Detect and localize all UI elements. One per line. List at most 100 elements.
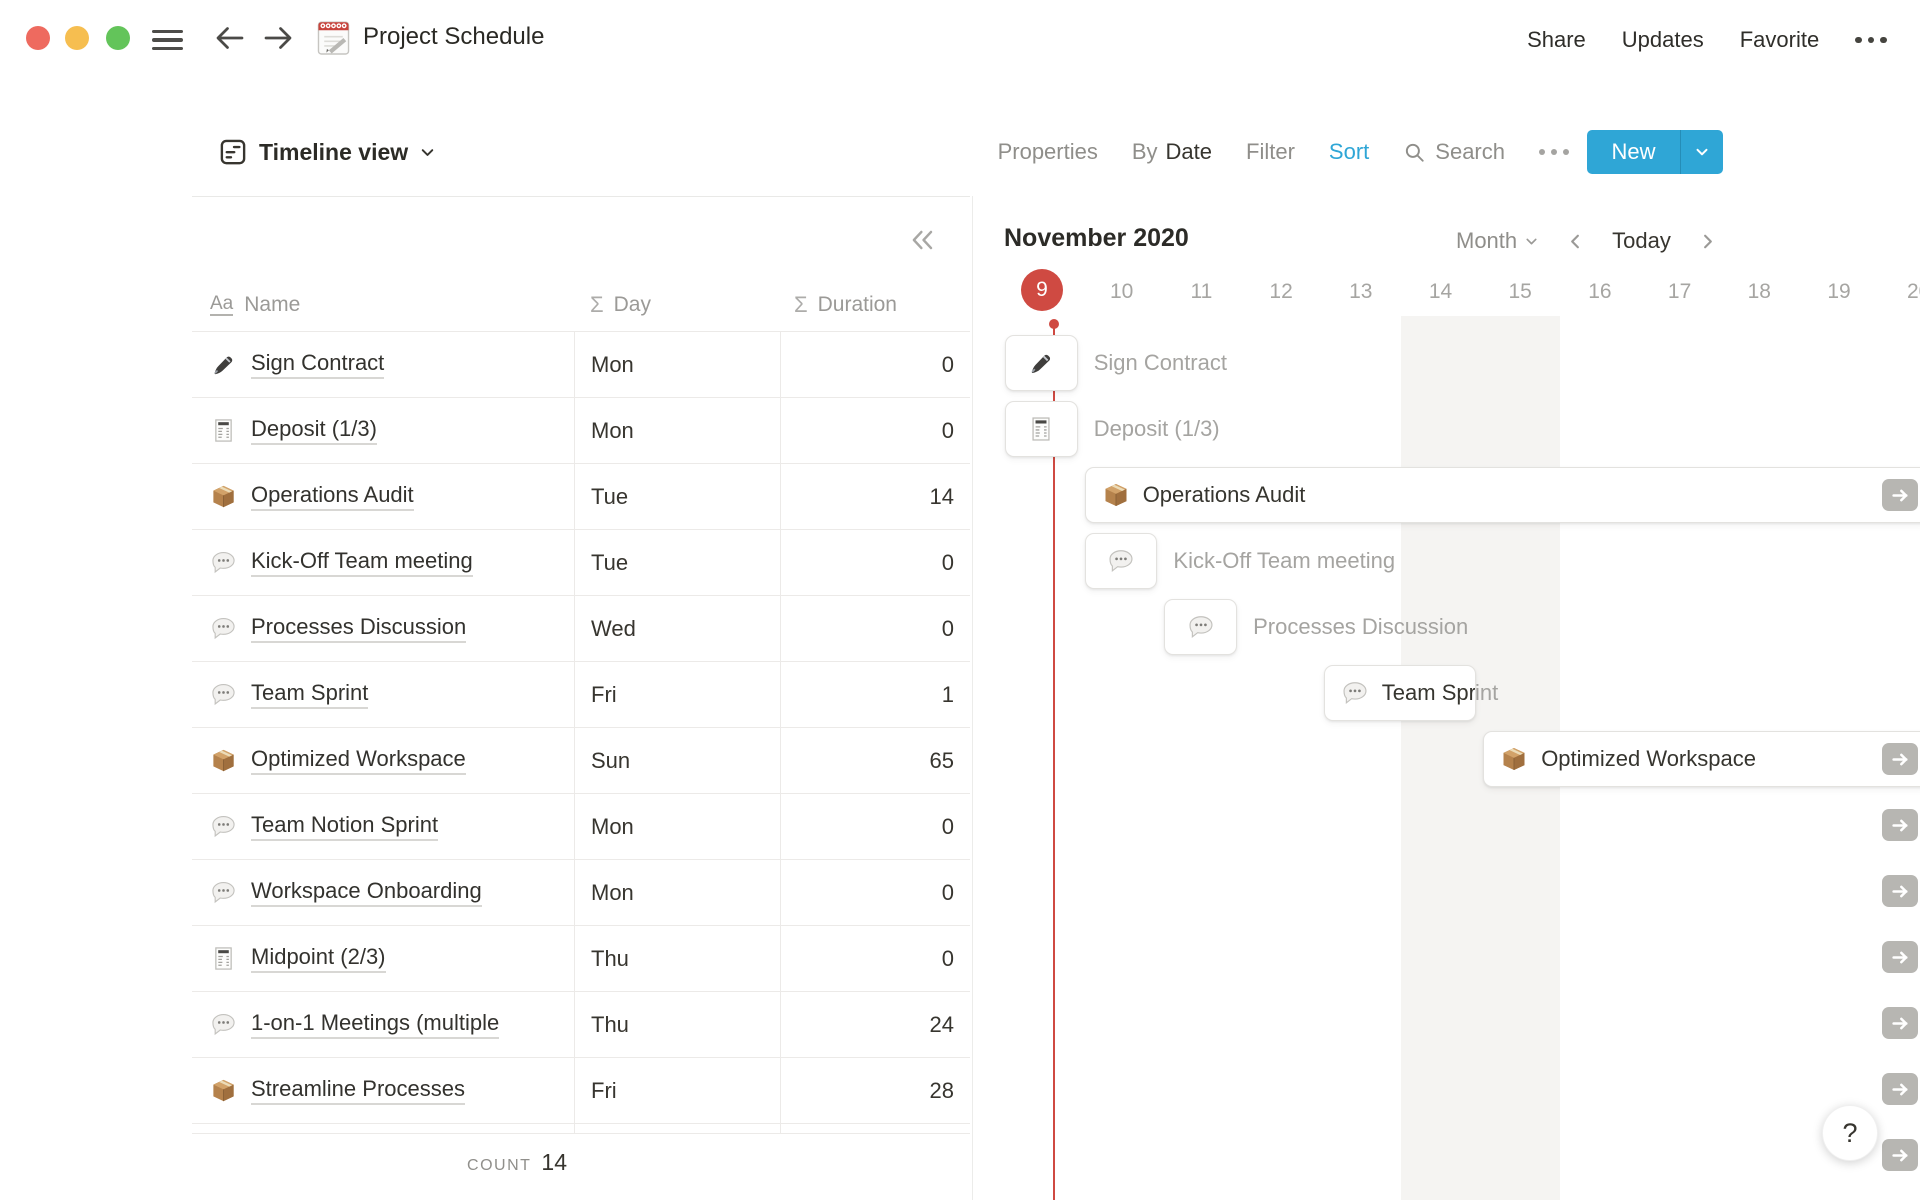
- cell-day[interactable]: Thu: [574, 992, 780, 1057]
- sidebar-menu-icon[interactable]: [152, 30, 183, 50]
- cell-duration[interactable]: 14: [780, 464, 970, 529]
- scroll-to-item-arrow-icon[interactable]: [1882, 1139, 1918, 1171]
- more-options-icon[interactable]: [1855, 23, 1887, 57]
- cell-name[interactable]: Team Notion Sprint: [192, 794, 574, 859]
- timeline-date: 16: [1588, 280, 1612, 303]
- table-row[interactable]: Processes Discussion Wed 0: [192, 596, 970, 662]
- filter-button[interactable]: Filter: [1246, 139, 1295, 164]
- cell-day[interactable]: Mon: [574, 398, 780, 463]
- column-header-day[interactable]: Σ Day: [590, 292, 651, 317]
- table-row[interactable]: Team Sprint Fri 1: [192, 662, 970, 728]
- traffic-minimize-button[interactable]: [65, 26, 89, 50]
- timeline-item-label: Optimized Workspace: [1541, 746, 1756, 771]
- today-line: [1053, 328, 1055, 1200]
- cell-duration[interactable]: 1: [780, 662, 970, 727]
- cell-name[interactable]: Workspace Onboarding: [192, 860, 574, 925]
- timeline-item[interactable]: Team Sprint: [1323, 665, 1477, 721]
- table-row[interactable]: Deposit (1/3) Mon 0: [192, 398, 970, 464]
- cell-day[interactable]: Wed: [574, 596, 780, 661]
- sort-button[interactable]: Sort: [1328, 139, 1370, 164]
- scroll-to-item-arrow-icon[interactable]: [1882, 809, 1918, 841]
- timeline-item[interactable]: Optimized Workspace: [1483, 731, 1920, 787]
- timeline-month-title: November 2020: [1004, 224, 1189, 252]
- new-button[interactable]: New: [1587, 130, 1723, 174]
- cell-day[interactable]: Sun: [574, 728, 780, 793]
- cell-day[interactable]: Thu: [574, 926, 780, 991]
- scroll-to-item-arrow-icon[interactable]: [1882, 1073, 1918, 1105]
- group-by-button[interactable]: By Date: [1131, 139, 1213, 164]
- scroll-to-item-arrow-icon[interactable]: [1882, 875, 1918, 907]
- traffic-zoom-button[interactable]: [106, 26, 130, 50]
- cell-name[interactable]: Kick-Off Team meeting: [192, 530, 574, 595]
- cell-name[interactable]: 1-on-1 Meetings (multiple: [192, 992, 574, 1057]
- scroll-to-item-arrow-icon[interactable]: [1882, 743, 1918, 775]
- cell-name[interactable]: Processes Discussion: [192, 596, 574, 661]
- share-button[interactable]: Share: [1527, 27, 1586, 52]
- cell-name[interactable]: Operations Audit: [192, 464, 574, 529]
- table-row[interactable]: Operations Audit Tue 14: [192, 464, 970, 530]
- cell-name[interactable]: Midpoint (2/3): [192, 926, 574, 991]
- table-row[interactable]: Optimized Workspace Sun 65: [192, 728, 970, 794]
- cell-duration[interactable]: 0: [780, 398, 970, 463]
- traffic-close-button[interactable]: [26, 26, 50, 50]
- cell-name[interactable]: Deposit (1/3): [192, 398, 574, 463]
- view-switcher[interactable]: Timeline view: [218, 130, 436, 174]
- cell-day[interactable]: Mon: [574, 794, 780, 859]
- timeline-date: 15: [1508, 280, 1532, 303]
- collapse-table-icon[interactable]: [908, 225, 938, 255]
- table-row[interactable]: Midpoint (2/3) Thu 0: [192, 926, 970, 992]
- search-icon: [1403, 141, 1426, 164]
- table-row[interactable]: Workspace Onboarding Mon 0: [192, 860, 970, 926]
- cell-name[interactable]: Optimized Workspace: [192, 728, 574, 793]
- today-button[interactable]: Today: [1612, 228, 1671, 253]
- scroll-to-item-arrow-icon[interactable]: [1882, 479, 1918, 511]
- cell-name[interactable]: Streamline Processes: [192, 1058, 574, 1123]
- search-button[interactable]: Search: [1403, 139, 1505, 165]
- table-row[interactable]: Kick-Off Team meeting Tue 0: [192, 530, 970, 596]
- cell-day[interactable]: Fri: [574, 662, 780, 727]
- table-row[interactable]: Streamline Processes Fri 28: [192, 1058, 970, 1124]
- cell-day[interactable]: Mon: [574, 860, 780, 925]
- cell-duration[interactable]: 0: [780, 860, 970, 925]
- timeline-date: 11: [1190, 280, 1213, 303]
- cell-duration[interactable]: 28: [780, 1058, 970, 1123]
- back-arrow-icon[interactable]: [212, 20, 248, 56]
- favorite-button[interactable]: Favorite: [1739, 27, 1820, 52]
- cell-duration[interactable]: 0: [780, 926, 970, 991]
- cell-duration[interactable]: 0: [780, 794, 970, 859]
- forward-arrow-icon[interactable]: [260, 20, 296, 56]
- table-row[interactable]: 1-on-1 Meetings (multiple Thu 24: [192, 992, 970, 1058]
- table-row[interactable]: Sign Contract Mon 0: [192, 332, 970, 398]
- column-header-name[interactable]: Aa Name: [210, 293, 301, 316]
- timeline-item[interactable]: [1164, 599, 1238, 655]
- cell-day[interactable]: Tue: [574, 464, 780, 529]
- cell-day[interactable]: Tue: [574, 530, 780, 595]
- cell-name[interactable]: Team Sprint: [192, 662, 574, 727]
- properties-button[interactable]: Properties: [997, 139, 1098, 164]
- table-row[interactable]: Team Notion Sprint Mon 0: [192, 794, 970, 860]
- cell-day[interactable]: Mon: [574, 332, 780, 397]
- timeline-item[interactable]: Operations Audit: [1084, 467, 1920, 523]
- cell-name[interactable]: Sign Contract: [192, 332, 574, 397]
- new-dropdown-icon[interactable]: [1681, 130, 1723, 174]
- column-header-duration[interactable]: Σ Duration: [794, 292, 897, 317]
- timeline-item[interactable]: [1084, 533, 1158, 589]
- next-period-icon[interactable]: [1698, 232, 1717, 251]
- cell-duration[interactable]: 24: [780, 992, 970, 1057]
- cell-duration[interactable]: 0: [780, 530, 970, 595]
- toolbar-more-icon[interactable]: [1539, 135, 1569, 169]
- updates-button[interactable]: Updates: [1621, 27, 1704, 52]
- timeline-item[interactable]: [1005, 335, 1078, 391]
- timeline-scale-select[interactable]: Month: [1456, 228, 1539, 254]
- cell-duration[interactable]: 65: [780, 728, 970, 793]
- table-footer[interactable]: COUNT 14: [192, 1149, 567, 1176]
- previous-period-icon[interactable]: [1566, 232, 1585, 251]
- scroll-to-item-arrow-icon[interactable]: [1882, 941, 1918, 973]
- cell-day[interactable]: Fri: [574, 1058, 780, 1123]
- cell-duration[interactable]: 0: [780, 596, 970, 661]
- cell-duration[interactable]: 0: [780, 332, 970, 397]
- timeline-item[interactable]: [1005, 401, 1078, 457]
- help-button[interactable]: ?: [1822, 1105, 1878, 1161]
- scroll-to-item-arrow-icon[interactable]: [1882, 1007, 1918, 1039]
- timeline-item-label: Processes Discussion: [1253, 614, 1469, 639]
